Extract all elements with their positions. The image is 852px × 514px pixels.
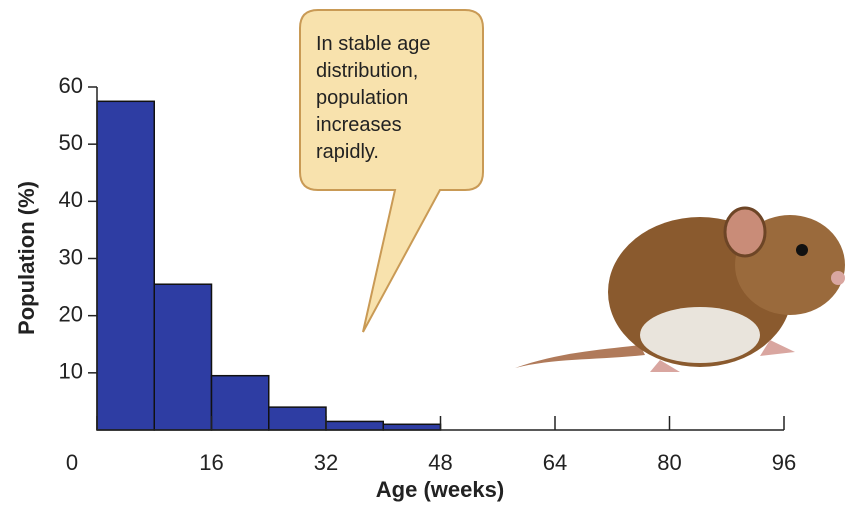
y-tick-label: 50: [59, 130, 83, 155]
plot-area: 10 20 30 40 50 60 0 16 32 48 64 80 96: [59, 73, 797, 475]
annotation: In stable age distribution, population incr…: [316, 33, 431, 163]
y-tick-label: 60: [59, 73, 83, 98]
speech-bubble: [299, 9, 484, 333]
x-tick-label: 64: [543, 450, 567, 475]
y-axis-label: Population (%): [14, 181, 39, 335]
x-tick-label: 48: [428, 450, 452, 475]
annotation-line: distribution,: [316, 60, 418, 82]
x-tick-label: 80: [657, 450, 681, 475]
y-tick-label: 20: [59, 301, 83, 326]
annotation-line: In stable age: [316, 33, 431, 55]
annotation-line: rapidly.: [316, 141, 379, 163]
y-tick-label: 30: [59, 244, 83, 269]
bar: [153, 283, 213, 431]
x-tick-label: 32: [314, 450, 338, 475]
x-tick-label: 16: [199, 450, 223, 475]
annotation-line: increases: [316, 114, 402, 136]
y-tick-label: 10: [59, 359, 83, 384]
x-tick-label: 0: [66, 450, 78, 475]
x-tick-label: 96: [772, 450, 796, 475]
annotation-line: population: [316, 87, 408, 109]
bar: [268, 406, 327, 431]
bar: [382, 423, 442, 431]
y-tick-label: 40: [59, 187, 83, 212]
bar: [210, 374, 270, 431]
bar: [325, 420, 384, 431]
bar: [96, 100, 155, 431]
x-axis-label: Age (weeks): [376, 477, 504, 502]
mouse-illustration: [515, 206, 845, 372]
